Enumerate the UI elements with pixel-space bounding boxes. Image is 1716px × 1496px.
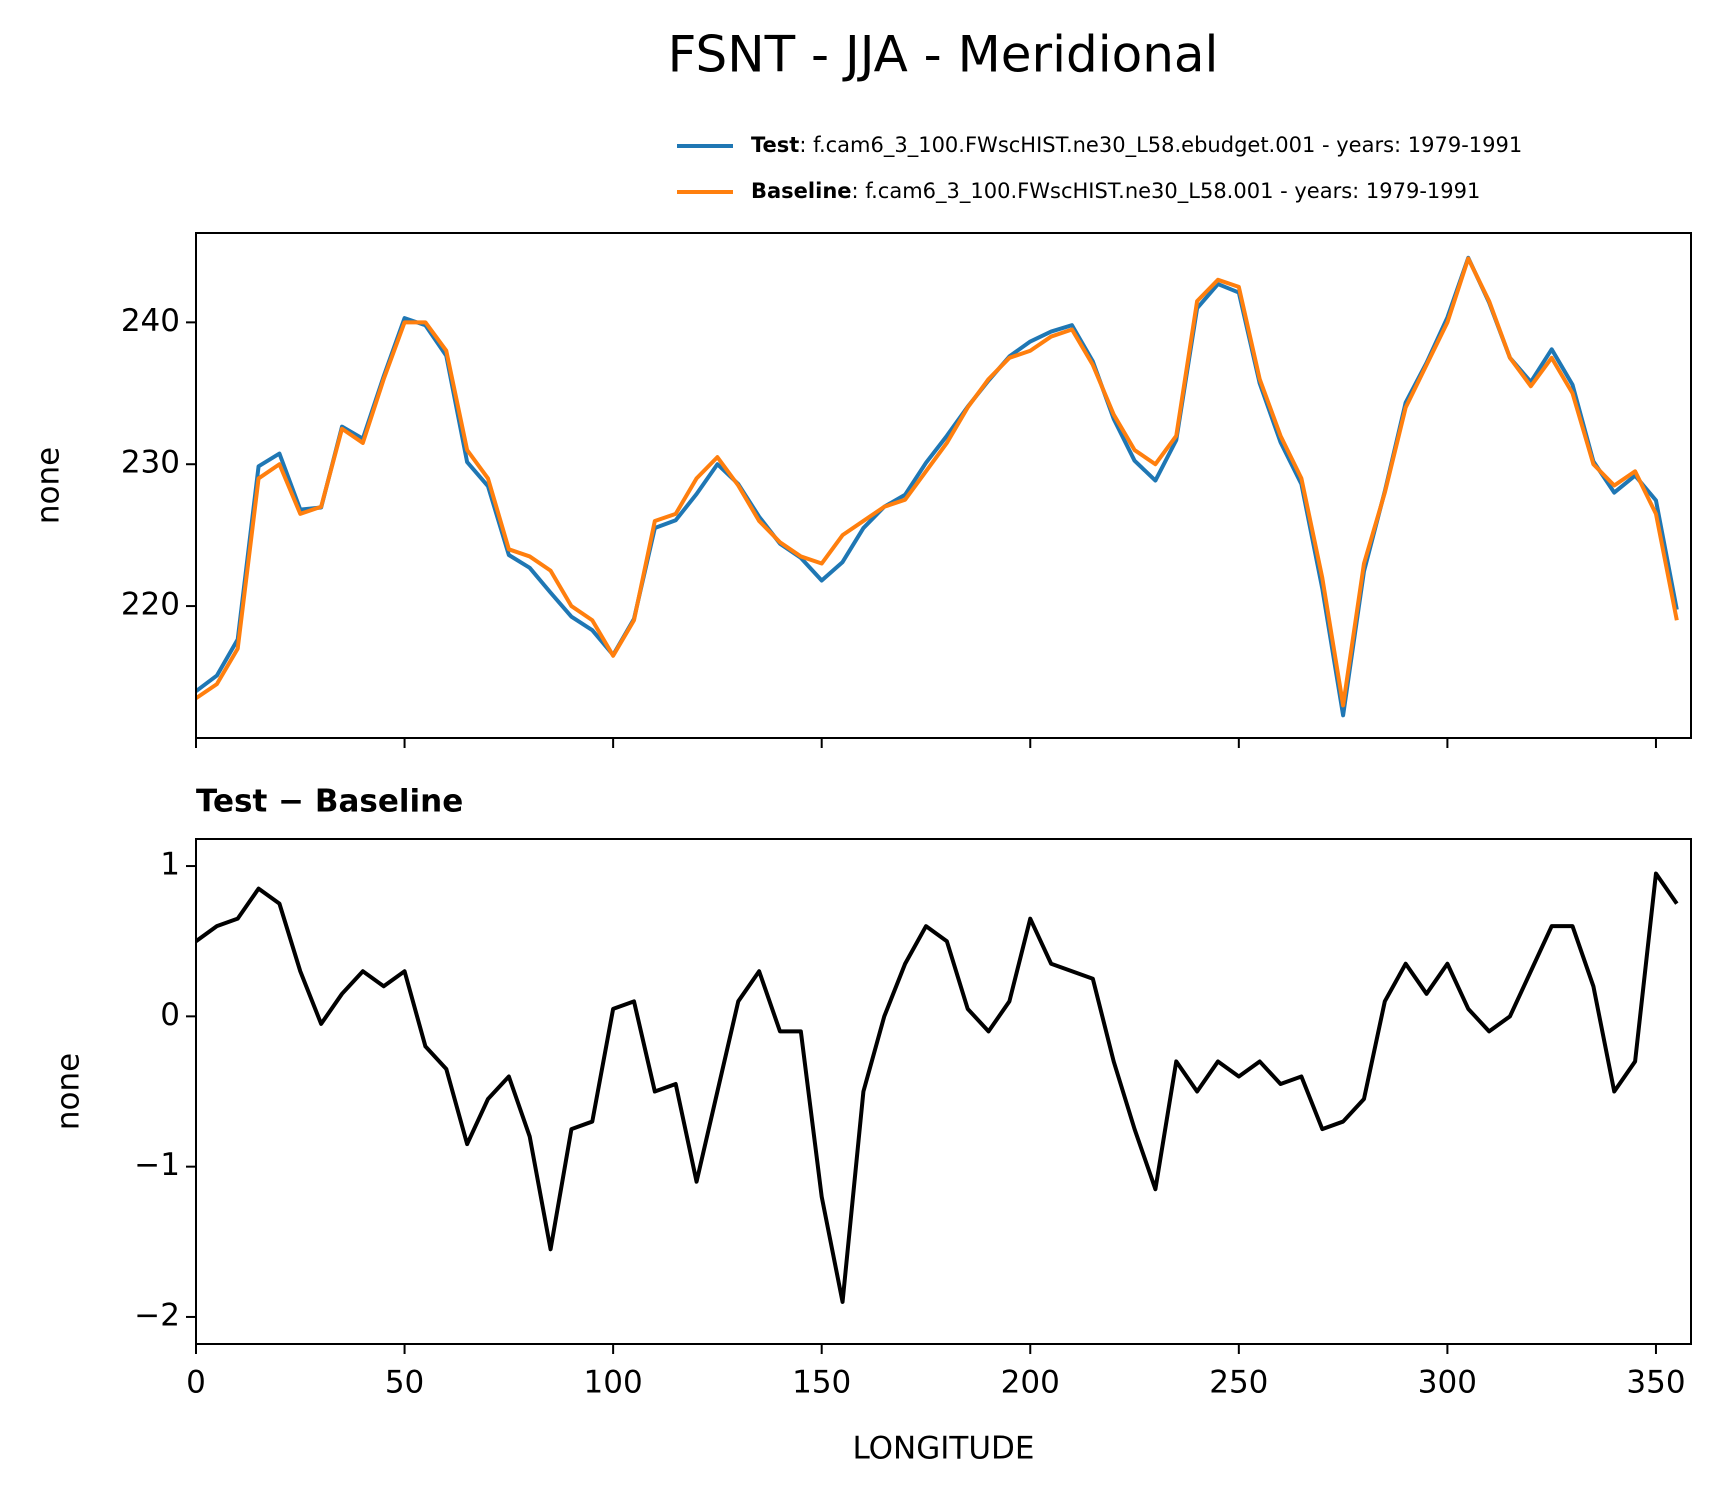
legend-entry: Baseline: f.cam6_3_100.FWscHIST.ne30_L58… (751, 179, 1480, 204)
x-tick-label: 100 (584, 1365, 643, 1401)
y-tick-label: 230 (121, 445, 180, 481)
y-tick-label: 220 (121, 587, 180, 623)
legend-entry: Test: f.cam6_3_100.FWscHIST.ne30_L58.ebu… (751, 133, 1522, 158)
axes-frame (195, 232, 1692, 739)
x-tick-label: 150 (792, 1365, 851, 1401)
legend-name: Baseline (751, 179, 852, 203)
axes-frame (195, 838, 1692, 1345)
legend-name: Test (751, 133, 799, 157)
x-tick-label: 250 (1209, 1365, 1268, 1401)
series-line (196, 871, 1679, 1304)
figure-title: FSNT - JJA - Meridional (668, 26, 1219, 84)
y-tick-label: 240 (121, 303, 180, 339)
y-tick-label: −1 (134, 1147, 180, 1183)
y-tick-label: 0 (160, 997, 180, 1033)
legend-description: : f.cam6_3_100.FWscHIST.ne30_L58.ebudget… (799, 133, 1522, 158)
x-tick-label: 350 (1626, 1365, 1685, 1401)
y-tick-label: −2 (134, 1297, 180, 1333)
x-tick-label: 200 (1001, 1365, 1060, 1401)
x-axis-label: LONGITUDE (852, 1431, 1034, 1467)
series-line (196, 255, 1679, 718)
y-axis-label: none (51, 1053, 87, 1130)
x-tick-label: 0 (186, 1365, 206, 1401)
axes-title: Test − Baseline (196, 784, 463, 820)
y-tick-label: 1 (160, 847, 180, 883)
x-tick-label: 50 (385, 1365, 424, 1401)
x-tick-label: 300 (1418, 1365, 1477, 1401)
legend-description: : f.cam6_3_100.FWscHIST.ne30_L58.001 - y… (852, 179, 1481, 204)
y-axis-label: none (31, 447, 67, 524)
series-line (196, 256, 1679, 708)
